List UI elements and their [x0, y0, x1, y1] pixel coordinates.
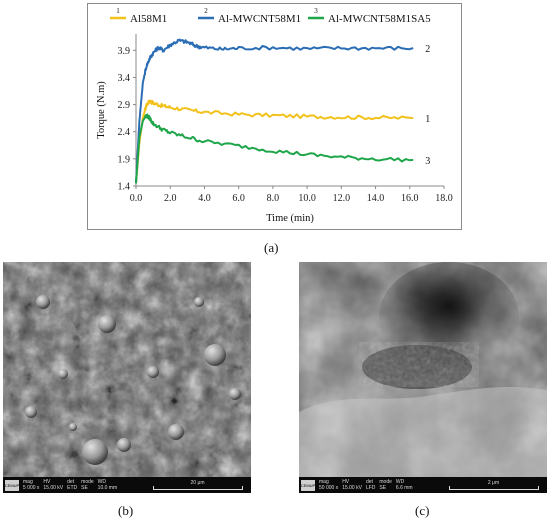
mag-label: mag: [319, 479, 329, 485]
det-label: det: [67, 479, 75, 485]
sem-image-b: CEMUP mag 5 000 x HV 15.00 kV det ETD mode S…: [3, 262, 251, 493]
x-tick-label: 2.0: [164, 193, 177, 204]
wd-value: 10.0 mm: [97, 485, 118, 491]
scale-bar-b: 20 μm: [150, 480, 245, 490]
series-line-2: [135, 38, 414, 184]
series-end-label-2: 2: [425, 44, 430, 55]
scale-label-b: 20 μm: [190, 480, 205, 486]
series-end-label-1: 1: [425, 114, 430, 125]
y-tick-label: 3.4: [118, 73, 131, 84]
wd-label: WD: [97, 479, 107, 485]
series-end-label-3: 3: [425, 156, 430, 167]
hv-value: 15.00 kV: [342, 485, 362, 491]
sem-micrograph-b: [3, 262, 251, 477]
cemup-logo: CEMUP: [5, 479, 19, 491]
hv-value: 15.00 kV: [43, 485, 64, 491]
legend-number-2: 2: [204, 7, 208, 15]
det-label: det: [365, 479, 373, 485]
det-value: LFD: [365, 485, 376, 491]
caption-c: (c): [415, 503, 430, 518]
legend-number-3: 3: [314, 7, 318, 15]
legend-label-1: Al58M1: [130, 13, 167, 25]
series-line-1: [135, 99, 414, 184]
caption-a: (a): [264, 240, 279, 255]
mag-label: mag: [23, 479, 33, 485]
caption-b: (b): [118, 503, 134, 518]
legend-label-2: Al-MWCNT58M1: [218, 13, 301, 25]
legend-number-1: 1: [116, 7, 120, 15]
series-line-3: [135, 113, 414, 184]
x-tick-label: 18.0: [435, 193, 453, 204]
hv-label: HV: [43, 479, 51, 485]
mode-label: mode: [81, 479, 94, 485]
y-tick-label: 3.9: [118, 46, 131, 57]
mode-label: mode: [379, 479, 392, 485]
scale-bar-c: 2 μm: [446, 480, 541, 490]
mag-value: 5 000 x: [23, 485, 40, 491]
x-tick-label: 8.0: [267, 193, 280, 204]
scale-label-c: 2 μm: [487, 480, 500, 486]
y-axis-label: Torque (N.m): [96, 81, 107, 139]
x-tick-label: 12.0: [333, 193, 351, 204]
legend-label-3: Al-MWCNT58M1SA5: [328, 13, 431, 25]
sem-infobar-b: CEMUP mag 5 000 x HV 15.00 kV det ETD mode S…: [3, 477, 251, 493]
x-tick-label: 6.0: [232, 193, 245, 204]
y-tick-label: 2.4: [118, 127, 131, 138]
det-value: ETD: [67, 485, 78, 491]
sem-image-c: CEMUP mag 50 000 x HV 15.00 kV det LFD mode…: [299, 262, 547, 493]
x-tick-label: 16.0: [401, 193, 419, 204]
torque-chart-svg: 0.0 2.0 4.0 6.0 8.0 10.0 12.0 14.0 16.0 18.0 1.4 1.…: [96, 7, 453, 224]
sem-infobar-c: CEMUP mag 50 000 x HV 15.00 kV det LFD mode…: [299, 477, 547, 493]
wd-value: 6.6 mm: [395, 485, 413, 491]
torque-chart: 0.0 2.0 4.0 6.0 8.0 10.0 12.0 14.0 16.0 18.0 1.4 1.…: [87, 3, 462, 230]
sem-micrograph-c: [299, 262, 547, 477]
mag-value: 50 000 x: [319, 485, 339, 491]
x-tick-label: 14.0: [367, 193, 385, 204]
y-tick-label: 1.9: [118, 154, 131, 165]
mode-value: SE: [379, 485, 387, 491]
cemup-logo: CEMUP: [301, 479, 315, 491]
mode-value: SE: [81, 485, 88, 491]
x-tick-label: 4.0: [198, 193, 211, 204]
wd-label: WD: [395, 479, 405, 485]
x-tick-label: 0.0: [130, 193, 143, 204]
y-tick-label: 2.9: [118, 100, 131, 111]
x-tick-label: 10.0: [298, 193, 316, 204]
x-axis-label: Time (min): [266, 213, 314, 224]
y-tick-label: 1.4: [118, 182, 131, 193]
hv-label: HV: [342, 479, 350, 485]
